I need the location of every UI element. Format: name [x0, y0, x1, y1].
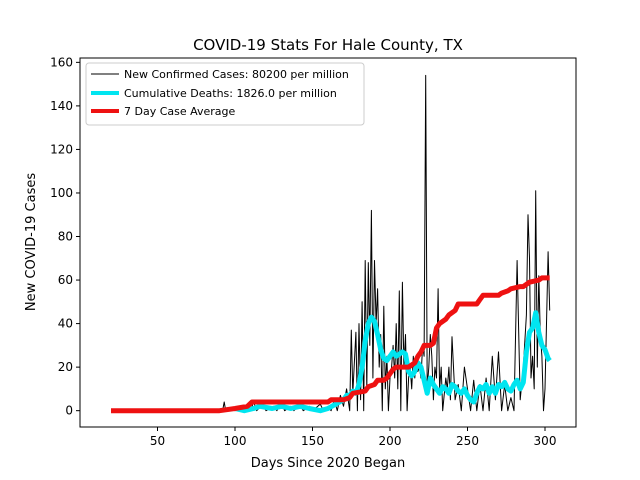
y-axis-title: New COVID-19 Cases — [24, 173, 39, 311]
y-tick-label: 140 — [50, 99, 73, 113]
plot-frame — [79, 57, 577, 428]
x-axis-title: Days Since 2020 Began — [251, 456, 406, 471]
x-axis: 50 100 150 200 250 300 — [150, 427, 557, 448]
y-tick-label: 120 — [50, 142, 73, 156]
legend-label-case-average: 7 Day Case Average — [124, 105, 236, 118]
y-tick-label: 40 — [58, 317, 73, 331]
x-tick-label: 200 — [379, 434, 402, 448]
y-tick-label: 100 — [50, 186, 73, 200]
series-line-case-average — [111, 275, 550, 414]
x-tick-label: 100 — [224, 434, 247, 448]
y-tick-label: 80 — [58, 230, 73, 244]
legend-label-new-cases: New Confirmed Cases: 80200 per million — [124, 68, 349, 81]
y-tick-label: 160 — [50, 55, 73, 69]
legend-label-deaths: Cumulative Deaths: 1826.0 per million — [124, 87, 337, 100]
series-line-cumulative-deaths — [234, 310, 552, 414]
x-tick-label: 50 — [150, 434, 165, 448]
y-tick-label: 0 — [65, 404, 73, 418]
series-line-new-cases — [111, 74, 551, 412]
y-tick-label: 20 — [58, 360, 73, 374]
legend: New Confirmed Cases: 80200 per million C… — [85, 62, 365, 126]
x-tick-label: 250 — [456, 434, 479, 448]
legend-box — [85, 62, 365, 126]
plot-series — [111, 74, 552, 414]
y-axis: 0 20 40 60 80 100 120 140 160 — [50, 55, 80, 418]
chart-title: COVID-19 Stats For Hale County, TX — [193, 36, 463, 54]
x-tick-label: 300 — [534, 434, 557, 448]
y-tick-label: 60 — [58, 273, 73, 287]
x-tick-label: 150 — [301, 434, 324, 448]
